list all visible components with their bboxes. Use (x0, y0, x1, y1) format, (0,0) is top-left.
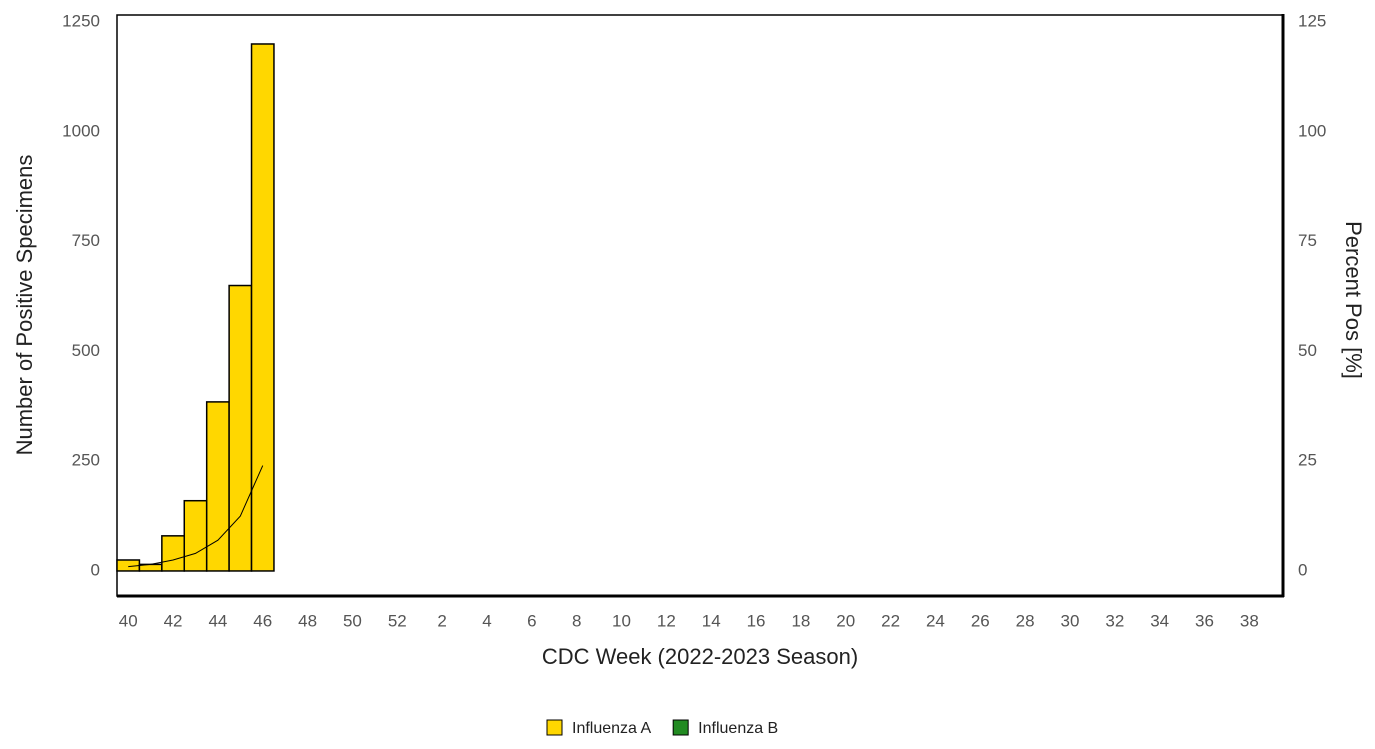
x-tick-label: 4 (482, 611, 491, 630)
y2-tick-label: 125 (1298, 12, 1326, 31)
y2-tick-label: 0 (1298, 560, 1307, 579)
y-tick-label: 500 (72, 341, 100, 360)
x-tick-label: 32 (1105, 611, 1124, 630)
x-tick-label: 6 (527, 611, 536, 630)
x-tick-label: 42 (164, 611, 183, 630)
x-tick-label: 22 (881, 611, 900, 630)
x-tick-label: 12 (657, 611, 676, 630)
x-tick-label: 18 (791, 611, 810, 630)
x-tick-label: 46 (253, 611, 272, 630)
legend-label: Influenza A (572, 720, 652, 737)
bar (250, 43, 275, 572)
y2-tick-label: 75 (1298, 231, 1317, 250)
y-tick-label: 1250 (62, 12, 100, 31)
y-tick-label: 750 (72, 231, 100, 250)
y-tick-label: 0 (91, 560, 100, 579)
x-tick-label: 8 (572, 611, 581, 630)
y-tick-label: 1000 (62, 121, 100, 140)
x-tick-label: 48 (298, 611, 317, 630)
bar (161, 535, 186, 572)
y2-tick-label: 100 (1298, 121, 1326, 140)
legend-label: Influenza B (698, 720, 778, 737)
x-tick-label: 40 (119, 611, 138, 630)
x-tick-label: 14 (702, 611, 721, 630)
y2-axis-title: Percent Pos [%] (1341, 221, 1366, 379)
legend-swatch (672, 719, 689, 736)
y-tick-label: 250 (72, 451, 100, 470)
x-tick-label: 26 (971, 611, 990, 630)
x-tick-label: 16 (747, 611, 766, 630)
bar (183, 499, 208, 572)
bar (228, 284, 253, 572)
x-tick-label: 10 (612, 611, 631, 630)
y-axis-title: Number of Positive Specimens (12, 155, 37, 456)
x-tick-label: 52 (388, 611, 407, 630)
x-tick-label: 36 (1195, 611, 1214, 630)
legend-swatch (546, 719, 563, 736)
plot-frame (116, 14, 1284, 597)
x-tick-label: 24 (926, 611, 945, 630)
y2-tick-label: 25 (1298, 451, 1317, 470)
x-tick-label: 2 (437, 611, 446, 630)
y2-tick-label: 50 (1298, 341, 1317, 360)
x-tick-label: 20 (836, 611, 855, 630)
x-tick-label: 34 (1150, 611, 1169, 630)
x-tick-label: 28 (1016, 611, 1035, 630)
bar (205, 401, 230, 572)
x-tick-label: 38 (1240, 611, 1259, 630)
x-tick-label: 44 (208, 611, 227, 630)
line (128, 465, 264, 568)
x-tick-label: 50 (343, 611, 362, 630)
x-tick-label: 30 (1061, 611, 1080, 630)
x-axis-title: CDC Week (2022-2023 Season) (542, 644, 858, 669)
